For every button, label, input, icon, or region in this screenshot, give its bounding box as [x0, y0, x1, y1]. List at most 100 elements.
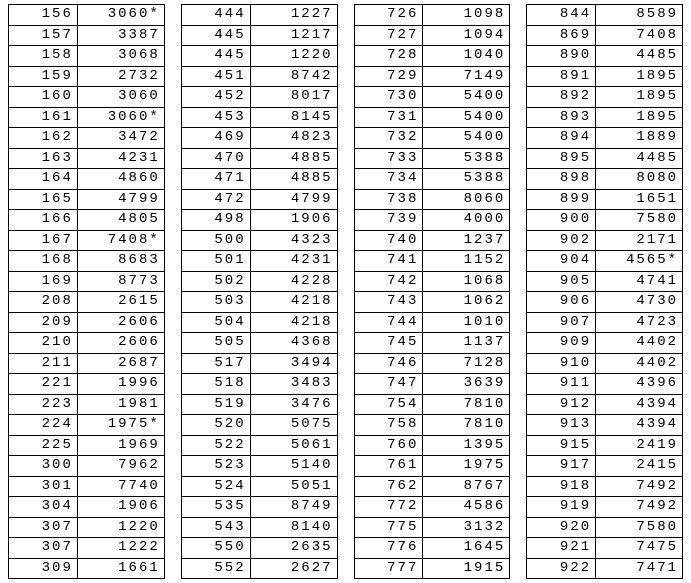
- key-cell: 159: [9, 66, 78, 87]
- value-cell: 7740: [77, 476, 164, 497]
- value-cell: 4323: [250, 230, 337, 251]
- table-row: 5173494: [181, 353, 337, 374]
- value-cell: 5061: [250, 435, 337, 456]
- table-row: 9187492: [527, 476, 683, 497]
- table-row: 1623472: [9, 128, 165, 149]
- table-row: 7297149: [354, 66, 510, 87]
- table-row: 7281040: [354, 46, 510, 67]
- key-cell: 902: [527, 230, 596, 251]
- table-row: 9022171: [527, 230, 683, 251]
- table-row: 7547810: [354, 394, 510, 415]
- key-cell: 543: [181, 517, 250, 538]
- value-cell: 1152: [423, 251, 510, 272]
- key-cell: 208: [9, 292, 78, 313]
- value-cell: 3387: [77, 25, 164, 46]
- table-row: 7261098: [354, 5, 510, 26]
- table-row: 5014231: [181, 251, 337, 272]
- table-row: 5205075: [181, 415, 337, 436]
- key-cell: 210: [9, 333, 78, 354]
- table-row: 7411152: [354, 251, 510, 272]
- key-cell: 498: [181, 210, 250, 231]
- table-row: 2251969: [9, 435, 165, 456]
- value-cell: 4730: [596, 292, 683, 313]
- value-cell: 1969: [77, 435, 164, 456]
- table-row: 8911895: [527, 66, 683, 87]
- table-row: 4528017: [181, 87, 337, 108]
- value-cell: 4586: [423, 497, 510, 518]
- table-row: 8988080: [527, 169, 683, 190]
- table-row: 2241975*: [9, 415, 165, 436]
- key-cell: 503: [181, 292, 250, 313]
- table-row: 1677408*: [9, 230, 165, 251]
- key-cell: 754: [354, 394, 423, 415]
- table-row: 1634231: [9, 148, 165, 169]
- value-cell: 4799: [250, 189, 337, 210]
- key-cell: 451: [181, 66, 250, 87]
- key-cell: 445: [181, 25, 250, 46]
- key-cell: 161: [9, 107, 78, 128]
- key-cell: 445: [181, 46, 250, 67]
- key-cell: 918: [527, 476, 596, 497]
- key-cell: 909: [527, 333, 596, 354]
- value-cell: 1996: [77, 374, 164, 395]
- table-row: 8921895: [527, 87, 683, 108]
- key-cell: 535: [181, 497, 250, 518]
- table-row: 7611975: [354, 456, 510, 477]
- table-row: 7724586: [354, 497, 510, 518]
- table-row: 7271094: [354, 25, 510, 46]
- value-cell: 2606: [77, 333, 164, 354]
- value-cell: 4368: [250, 333, 337, 354]
- key-cell: 167: [9, 230, 78, 251]
- key-cell: 209: [9, 312, 78, 333]
- value-cell: 3476: [250, 394, 337, 415]
- value-cell: 2171: [596, 230, 683, 251]
- key-cell: 729: [354, 66, 423, 87]
- table-row: 9207580: [527, 517, 683, 538]
- value-cell: 8767: [423, 476, 510, 497]
- value-cell: 5075: [250, 415, 337, 436]
- table-row: 5004323: [181, 230, 337, 251]
- key-cell: 520: [181, 415, 250, 436]
- key-cell: 300: [9, 456, 78, 477]
- value-cell: 1906: [77, 497, 164, 518]
- value-cell: 4485: [596, 148, 683, 169]
- value-cell: 1661: [77, 558, 164, 579]
- table-row: 1688683: [9, 251, 165, 272]
- value-cell: 2606: [77, 312, 164, 333]
- key-cell: 734: [354, 169, 423, 190]
- table-row: 7473639: [354, 374, 510, 395]
- table-row: 4714885: [181, 169, 337, 190]
- table-row: 7753132: [354, 517, 510, 538]
- value-cell: 4228: [250, 271, 337, 292]
- value-cell: 5400: [423, 107, 510, 128]
- value-cell: 1895: [596, 87, 683, 108]
- table-row: 7325400: [354, 128, 510, 149]
- value-cell: 8145: [250, 107, 337, 128]
- value-cell: 3132: [423, 517, 510, 538]
- table-row: 2112687: [9, 353, 165, 374]
- value-cell: 4823: [250, 128, 337, 149]
- key-cell: 743: [354, 292, 423, 313]
- key-cell: 913: [527, 415, 596, 436]
- value-cell: 2627: [250, 558, 337, 579]
- table-row: 1664805: [9, 210, 165, 231]
- table-row: 4704885: [181, 148, 337, 169]
- value-cell: 1062: [423, 292, 510, 313]
- key-cell: 163: [9, 148, 78, 169]
- key-cell: 742: [354, 271, 423, 292]
- table-row: 1654799: [9, 189, 165, 210]
- value-cell: 1237: [423, 230, 510, 251]
- value-cell: 7580: [596, 210, 683, 231]
- key-cell: 223: [9, 394, 78, 415]
- key-cell: 906: [527, 292, 596, 313]
- key-cell: 760: [354, 435, 423, 456]
- key-cell: 550: [181, 538, 250, 559]
- table-row: 5034218: [181, 292, 337, 313]
- table-row: 9054741: [527, 271, 683, 292]
- table-row: 1563060*: [9, 5, 165, 26]
- value-cell: 4860: [77, 169, 164, 190]
- key-cell: 471: [181, 169, 250, 190]
- key-cell: 919: [527, 497, 596, 518]
- key-cell: 893: [527, 107, 596, 128]
- table-row: 9134394: [527, 415, 683, 436]
